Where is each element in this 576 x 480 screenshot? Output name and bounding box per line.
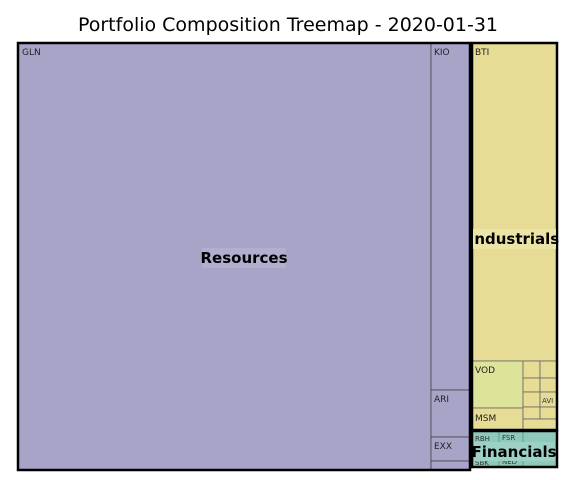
chart-title: Portfolio Composition Treemap - 2020-01-… — [77, 14, 499, 36]
cell-label-sbk: SBK — [475, 459, 489, 467]
cell-label-kio: KIO — [434, 48, 450, 58]
sector-label-bg-industrials — [473, 229, 556, 249]
cell-label-ari: ARI — [434, 395, 449, 405]
sector-label-resources: Resources — [200, 249, 287, 267]
cell-label-vod: VOD — [475, 366, 495, 376]
cell-bti — [471, 42, 558, 362]
cell-industrials-small-5 — [522, 391, 541, 408]
cell-industrials-small-3 — [522, 377, 541, 393]
sector-label-industrials: Industrials — [469, 230, 560, 248]
cell-label-exx: EXX — [434, 442, 452, 452]
cell-label-avi: AVI — [542, 397, 553, 405]
cell-label-bti: BTI — [475, 48, 489, 58]
cell-label-rbh: RBH — [475, 435, 490, 443]
cell-industrials-small-6 — [522, 406, 541, 420]
cell-industrials-small-1 — [522, 360, 541, 379]
cell-label-fsr: FSR — [502, 434, 515, 442]
sector-label-financials: Financials — [471, 443, 556, 461]
cell-industrials-small-8 — [522, 418, 558, 431]
cell-label-ned: NED — [502, 458, 517, 466]
cell-industrials-small-4 — [539, 377, 558, 393]
cell-kio — [430, 42, 471, 391]
sector-financials: RBH FSR SBK NED Financials — [470, 429, 559, 469]
sector-industrials: BTI VOD MSM AVI Industrials — [469, 41, 560, 432]
cell-label-msm: MSM — [475, 414, 496, 424]
sector-resources: GLN KIO ARI EXX Resources — [16, 41, 472, 472]
sector-label-bg-financials — [474, 442, 555, 461]
cell-label-gln: GLN — [22, 48, 41, 58]
cell-industrials-small-2 — [539, 360, 558, 379]
cell-resources-small — [430, 460, 471, 471]
cell-industrials-small-7 — [539, 406, 558, 420]
sector-border-resources — [16, 41, 472, 472]
sector-label-bg-resources — [202, 248, 286, 268]
sector-border-financials — [470, 429, 559, 469]
